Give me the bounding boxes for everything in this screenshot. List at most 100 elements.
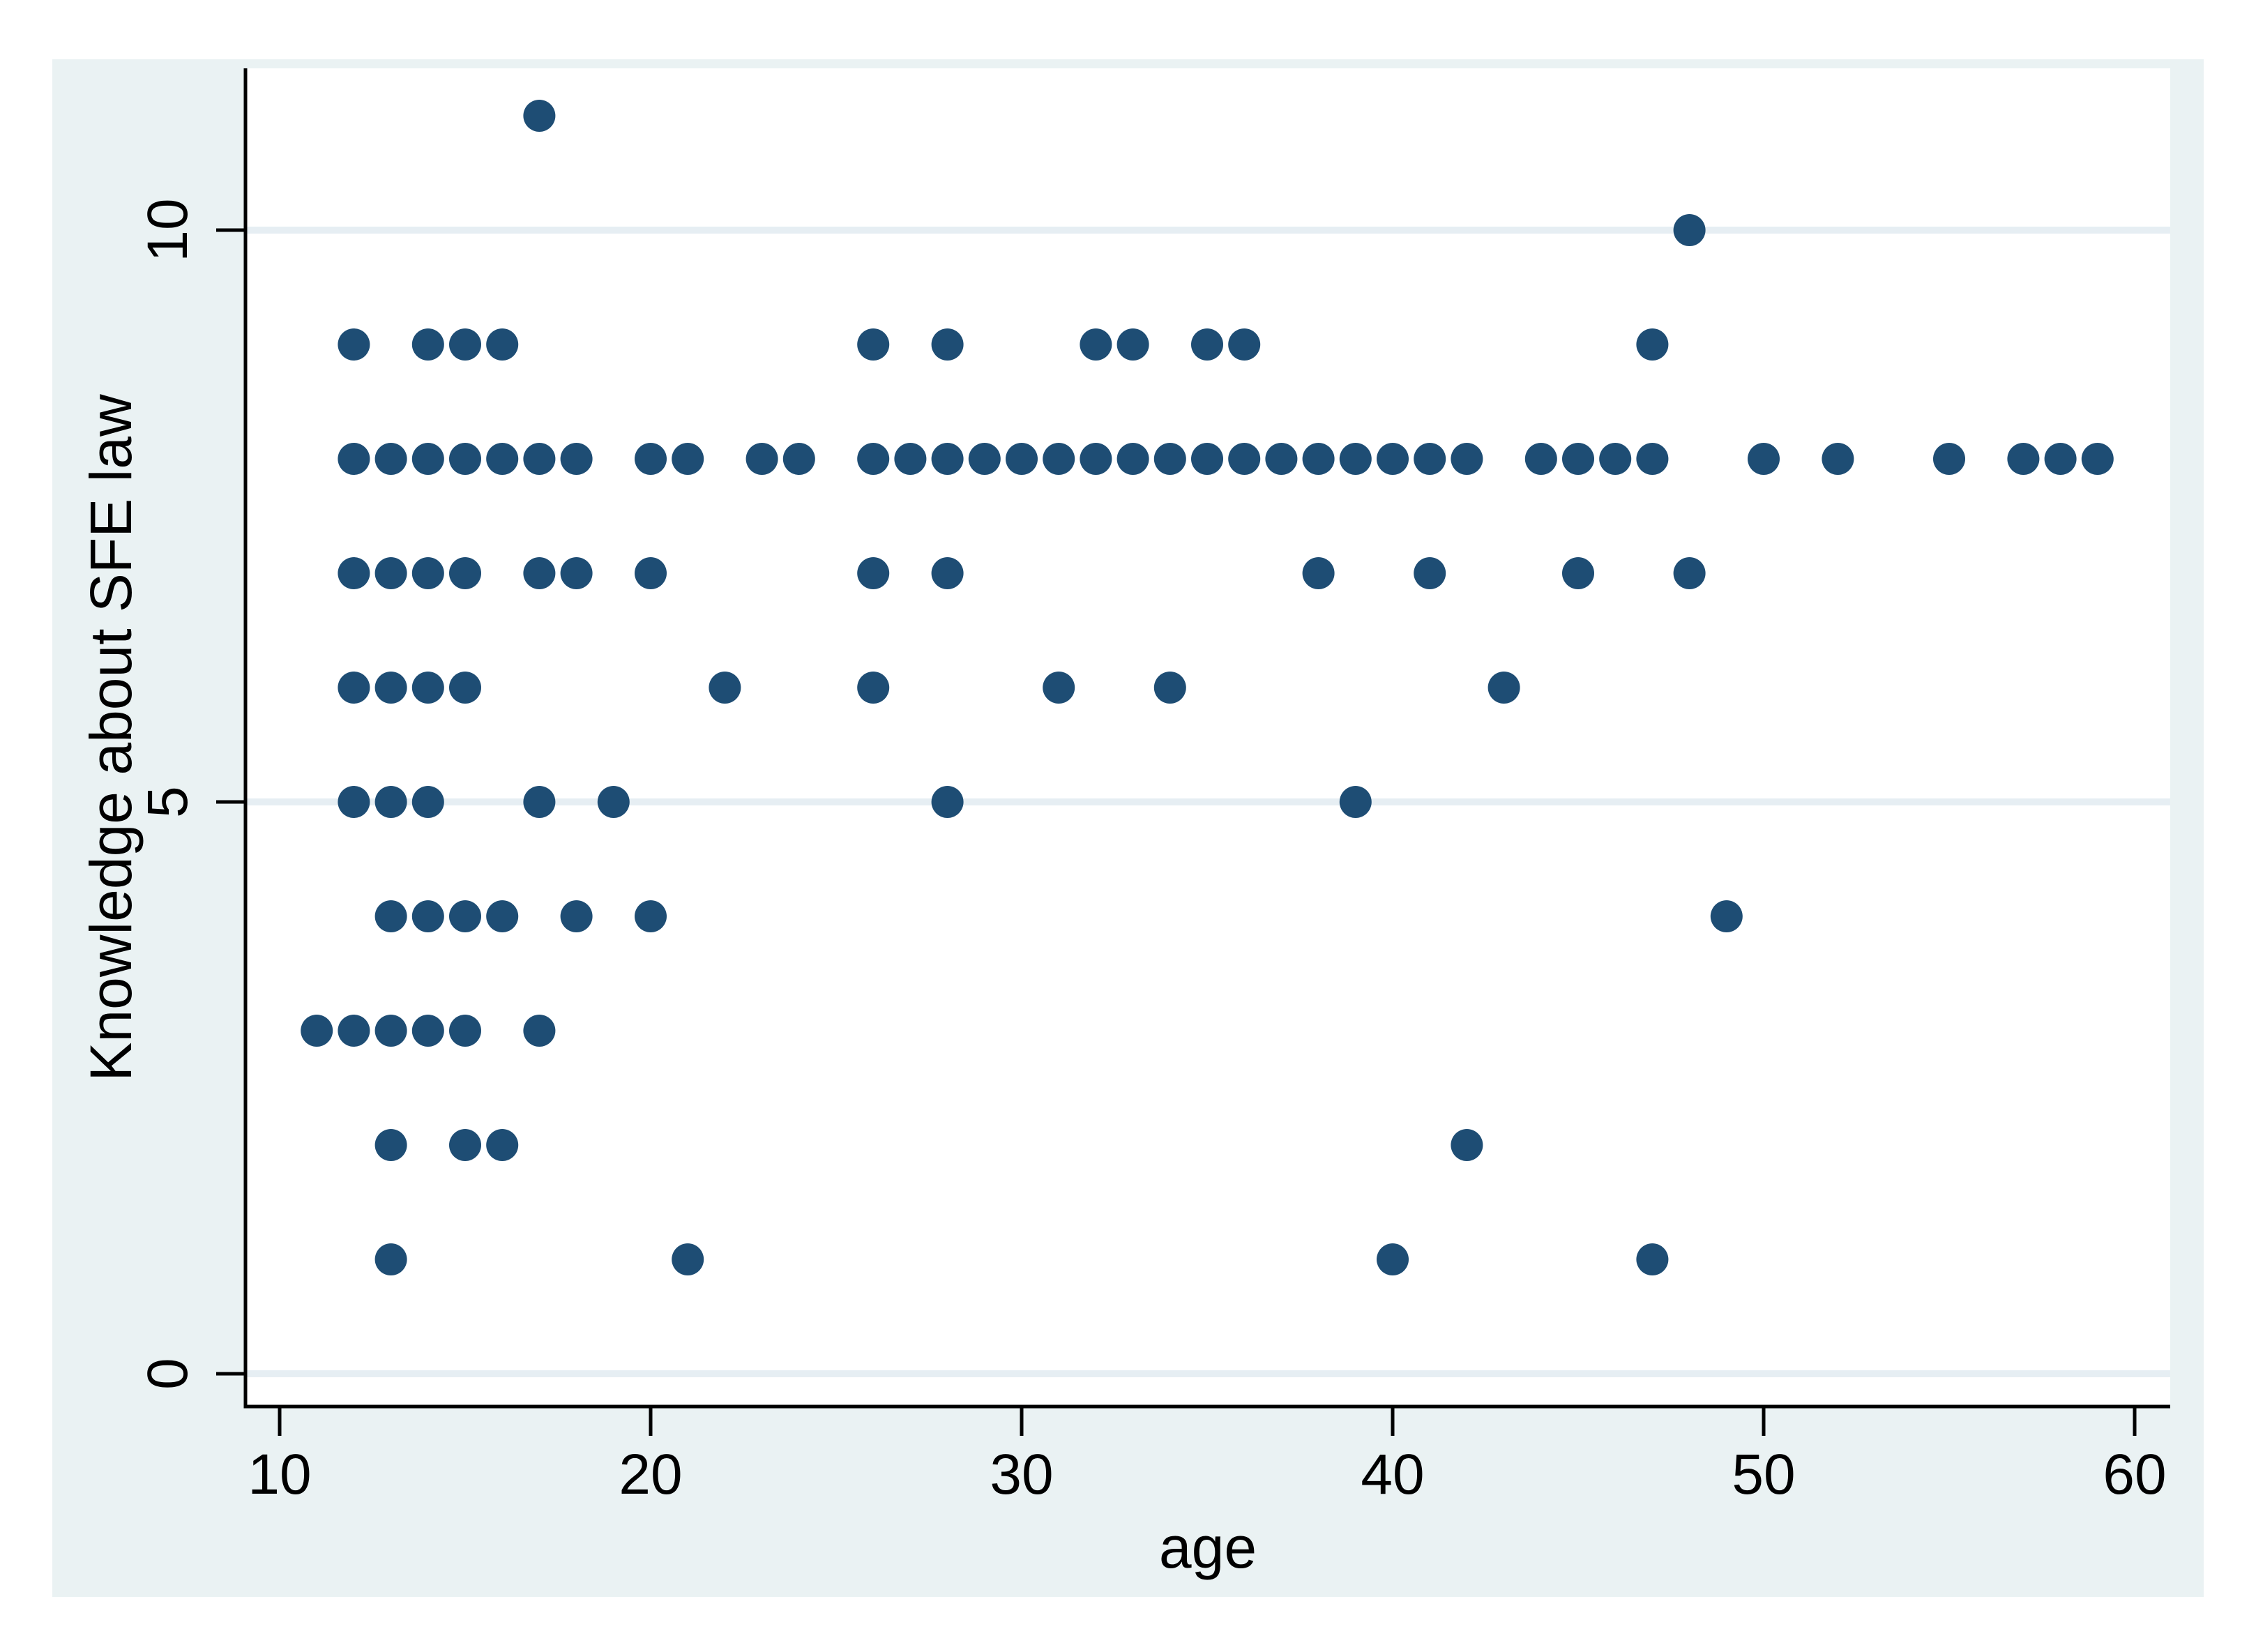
- data-point: [486, 328, 519, 361]
- y-tick-label-10: 10: [136, 198, 199, 262]
- data-point: [1822, 443, 1854, 475]
- data-point: [2044, 443, 2077, 475]
- data-point: [411, 900, 444, 932]
- data-point: [374, 786, 407, 818]
- data-point: [560, 443, 593, 475]
- data-point: [1414, 557, 1446, 589]
- data-point: [1302, 557, 1335, 589]
- data-point: [931, 328, 964, 361]
- data-point: [411, 557, 444, 589]
- x-tick-label-20: 20: [619, 1443, 682, 1506]
- data-point: [523, 557, 556, 589]
- data-point: [635, 900, 667, 932]
- data-point: [374, 672, 407, 704]
- data-point: [486, 443, 519, 475]
- data-point: [338, 557, 370, 589]
- data-point: [635, 443, 667, 475]
- data-point: [338, 1015, 370, 1047]
- data-point: [931, 557, 964, 589]
- data-point: [560, 900, 593, 932]
- data-point: [1043, 443, 1075, 475]
- data-point: [338, 443, 370, 475]
- data-point: [597, 786, 630, 818]
- data-point: [1451, 443, 1483, 475]
- data-point: [968, 443, 1001, 475]
- data-point: [1043, 672, 1075, 704]
- plot-region: [245, 68, 2170, 1407]
- data-point: [449, 557, 481, 589]
- data-point: [857, 557, 890, 589]
- data-point: [449, 672, 481, 704]
- data-point: [1080, 328, 1112, 361]
- data-point: [1377, 1243, 1409, 1275]
- data-point: [486, 900, 519, 932]
- data-point: [374, 1129, 407, 1161]
- data-point: [486, 1129, 519, 1161]
- data-point: [338, 328, 370, 361]
- data-point: [449, 443, 481, 475]
- data-point: [301, 1015, 333, 1047]
- data-point: [1524, 443, 1557, 475]
- data-point: [931, 786, 964, 818]
- x-tick-label-30: 30: [990, 1443, 1053, 1506]
- data-point: [1191, 328, 1223, 361]
- data-point: [411, 786, 444, 818]
- x-tick-label-40: 40: [1361, 1443, 1424, 1506]
- data-point: [374, 1015, 407, 1047]
- data-point: [523, 443, 556, 475]
- data-point: [523, 100, 556, 132]
- data-point: [374, 557, 407, 589]
- data-point: [1562, 443, 1594, 475]
- data-point: [857, 443, 890, 475]
- data-point: [931, 443, 964, 475]
- data-point: [1153, 672, 1186, 704]
- x-tick-label-50: 50: [1732, 1443, 1795, 1506]
- data-point: [1339, 443, 1372, 475]
- data-point: [1933, 443, 1965, 475]
- data-point: [1339, 786, 1372, 818]
- data-point: [1377, 443, 1409, 475]
- data-point: [1673, 214, 1706, 246]
- data-point: [1636, 1243, 1669, 1275]
- data-point: [411, 443, 444, 475]
- data-point: [374, 443, 407, 475]
- data-point: [411, 328, 444, 361]
- data-point: [449, 1129, 481, 1161]
- data-point: [1599, 443, 1632, 475]
- data-point: [1006, 443, 1038, 475]
- data-point: [449, 328, 481, 361]
- y-tick-label-0: 0: [136, 1358, 199, 1390]
- data-point: [1080, 443, 1112, 475]
- data-point: [1302, 443, 1335, 475]
- data-point: [1228, 443, 1261, 475]
- data-point: [1414, 443, 1446, 475]
- data-point: [523, 1015, 556, 1047]
- data-point: [449, 1015, 481, 1047]
- data-point: [1673, 557, 1706, 589]
- x-tick-label-60: 60: [2103, 1443, 2166, 1506]
- data-point: [560, 557, 593, 589]
- data-point: [709, 672, 741, 704]
- data-point: [1748, 443, 1780, 475]
- data-point: [411, 1015, 444, 1047]
- data-point: [338, 786, 370, 818]
- data-point: [411, 672, 444, 704]
- data-point: [1487, 672, 1520, 704]
- data-point: [2007, 443, 2040, 475]
- data-point: [1191, 443, 1223, 475]
- x-axis-title: age: [1159, 1515, 1257, 1580]
- data-point: [374, 900, 407, 932]
- data-point: [1116, 328, 1149, 361]
- data-point: [1636, 328, 1669, 361]
- data-point: [894, 443, 927, 475]
- data-point: [782, 443, 815, 475]
- data-point: [857, 672, 890, 704]
- data-point: [1116, 443, 1149, 475]
- data-point: [1710, 900, 1743, 932]
- data-point: [745, 443, 778, 475]
- data-point: [1451, 1129, 1483, 1161]
- data-point: [1265, 443, 1298, 475]
- data-point: [1636, 443, 1669, 475]
